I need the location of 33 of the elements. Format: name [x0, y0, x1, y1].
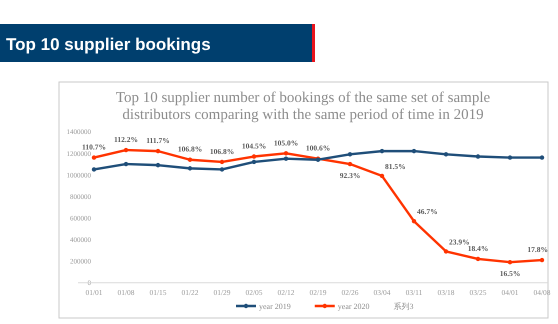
point — [348, 152, 352, 157]
point — [188, 158, 192, 162]
point — [156, 162, 160, 168]
point — [124, 148, 128, 152]
point — [476, 256, 480, 262]
point — [284, 151, 288, 156]
point — [508, 260, 512, 264]
point — [380, 174, 384, 178]
point — [380, 148, 384, 154]
point — [156, 148, 160, 154]
chart-title: Top 10 supplier bookings — [6, 35, 211, 54]
point — [124, 162, 128, 166]
point — [220, 167, 224, 172]
legend-label: year 2019 — [259, 302, 291, 311]
point — [92, 167, 96, 172]
chart-subtitle: Top 10 supplier number of bookings of the same set of sample distributors comparing with the same period of time in 2019 — [116, 90, 490, 123]
point — [540, 258, 544, 262]
point — [444, 152, 448, 157]
point — [412, 219, 416, 224]
point — [220, 160, 224, 164]
point — [540, 155, 544, 160]
text: 系列3 — [394, 302, 414, 311]
point — [444, 249, 448, 254]
point — [348, 162, 352, 166]
legend-label: year 2020 — [338, 302, 370, 311]
point — [92, 155, 96, 160]
point — [252, 154, 256, 159]
point — [284, 156, 288, 161]
point — [476, 154, 480, 159]
point — [412, 148, 416, 154]
point — [188, 166, 192, 171]
point — [508, 155, 512, 160]
point — [252, 160, 256, 164]
